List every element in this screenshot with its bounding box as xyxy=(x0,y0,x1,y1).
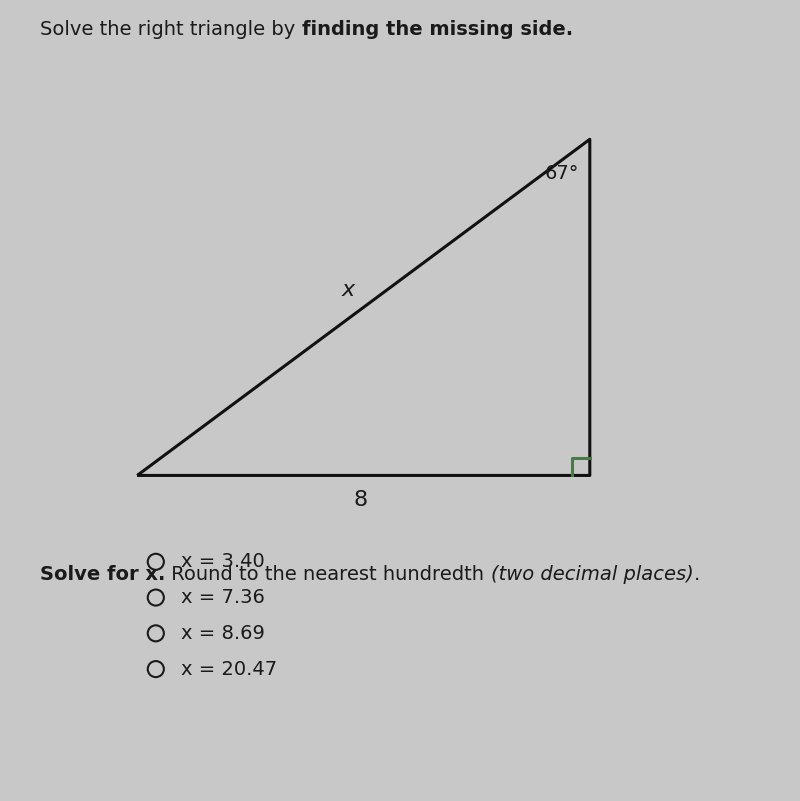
Text: Solve the right triangle by: Solve the right triangle by xyxy=(40,20,302,39)
Text: x = 8.69: x = 8.69 xyxy=(182,624,265,643)
Text: Solve for x.: Solve for x. xyxy=(40,565,166,584)
Text: 8: 8 xyxy=(354,490,367,510)
Text: (two decimal places): (two decimal places) xyxy=(490,565,694,584)
Text: x = 20.47: x = 20.47 xyxy=(182,659,278,678)
Text: Round to the nearest hundredth: Round to the nearest hundredth xyxy=(166,565,490,584)
Text: x = 3.40: x = 3.40 xyxy=(182,552,265,571)
Text: 67°: 67° xyxy=(545,163,579,183)
Text: .: . xyxy=(694,565,700,584)
Text: x = 7.36: x = 7.36 xyxy=(182,588,265,607)
Text: finding the missing side.: finding the missing side. xyxy=(302,20,573,39)
Text: x: x xyxy=(342,280,354,300)
